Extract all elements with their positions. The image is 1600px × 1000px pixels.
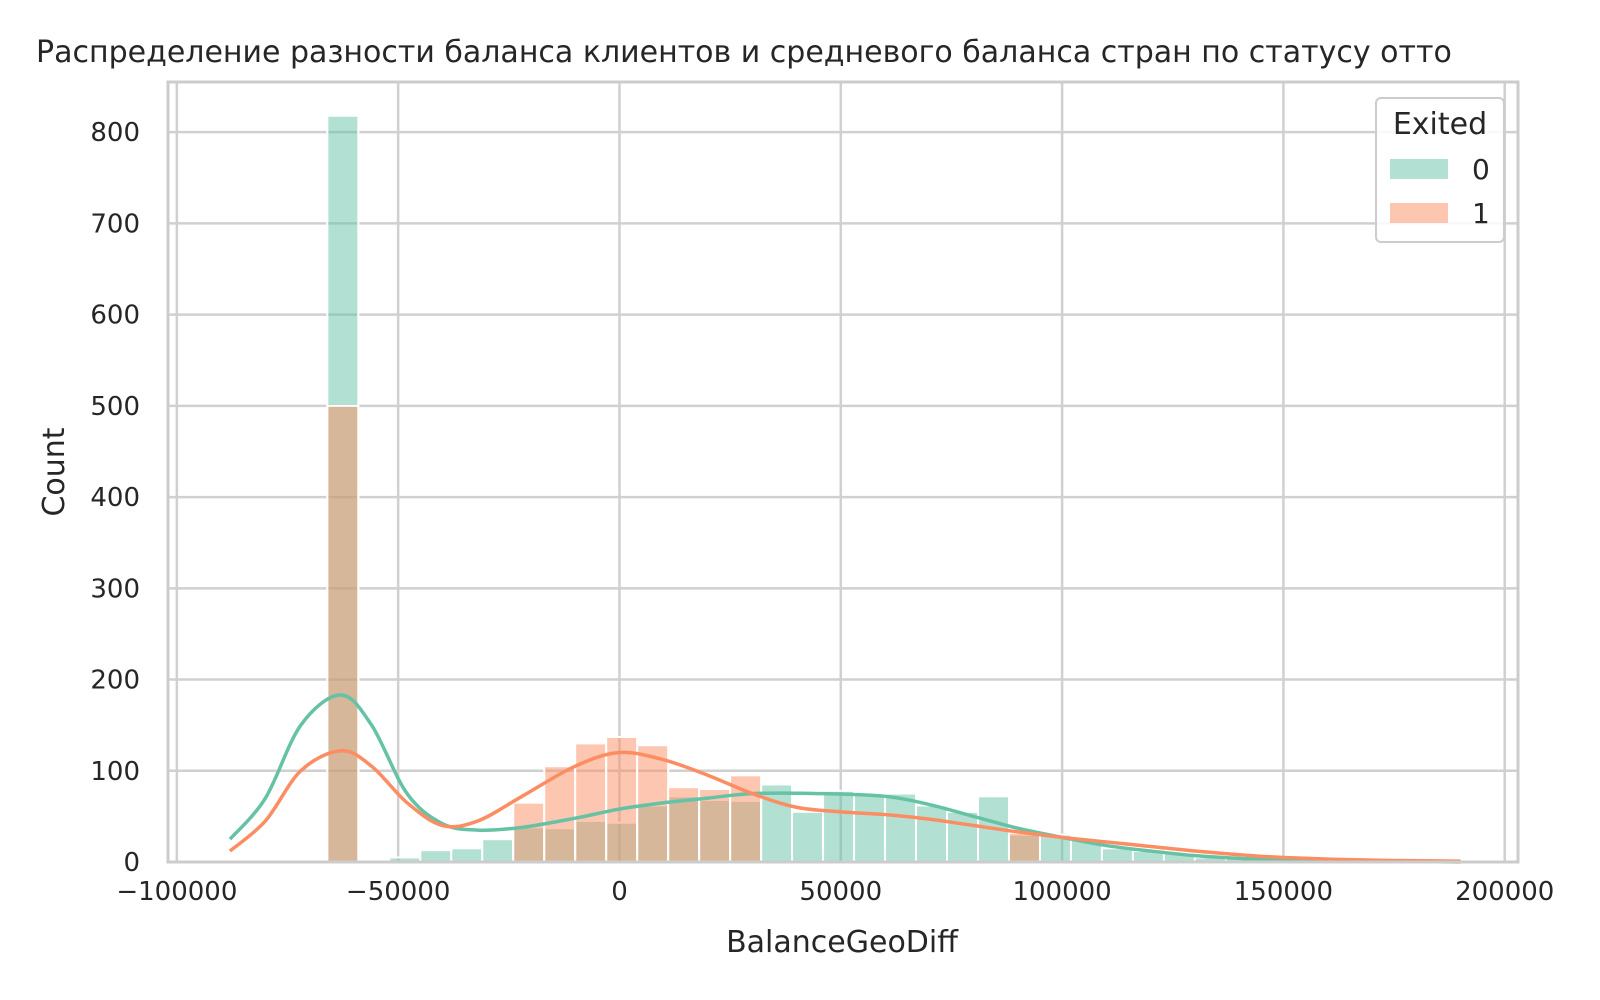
series-1-bars bbox=[326, 404, 1041, 864]
legend: Exited 0 1 bbox=[1375, 97, 1505, 243]
y-tick-label-2: 200 bbox=[90, 666, 140, 696]
x-tick-label-6: 200000 bbox=[1455, 877, 1554, 907]
series-1-bar-9 bbox=[605, 736, 639, 863]
series-0-bar-3 bbox=[419, 849, 453, 864]
series-0-bar-20 bbox=[946, 810, 980, 864]
kde-curves bbox=[228, 693, 1461, 864]
y-tick-label-8: 800 bbox=[90, 118, 140, 148]
series-1-bar-22 bbox=[1007, 831, 1041, 863]
legend-swatch-1 bbox=[1390, 203, 1448, 223]
series-0-bar-15 bbox=[791, 810, 825, 864]
x-tick-label-2: 0 bbox=[611, 877, 628, 907]
y-tick-label-1: 100 bbox=[90, 757, 140, 787]
y-tick-label-7: 700 bbox=[90, 209, 140, 239]
y-tick-label-0: 0 bbox=[123, 848, 140, 878]
legend-swatch-0 bbox=[1390, 159, 1448, 179]
legend-label-1: 1 bbox=[1472, 197, 1490, 230]
legend-label-0: 0 bbox=[1472, 153, 1490, 186]
series-0-bar-5 bbox=[481, 838, 515, 864]
x-tick-label-0: −100000 bbox=[116, 877, 237, 907]
x-tick-label-3: 50000 bbox=[799, 877, 882, 907]
series-1-bar-6 bbox=[512, 801, 546, 864]
kde-line-1 bbox=[228, 748, 1461, 863]
series-0-bar-14 bbox=[760, 783, 794, 863]
series-0-bars bbox=[326, 114, 1444, 864]
series-1-bar-0 bbox=[326, 404, 360, 863]
series-0-bar-19 bbox=[915, 804, 949, 864]
y-tick-label-5: 500 bbox=[90, 392, 140, 422]
series-0-bar-17 bbox=[853, 792, 887, 863]
y-tick-label-3: 300 bbox=[90, 574, 140, 604]
y-axis-label: Count bbox=[37, 427, 72, 516]
series-0-bar-25 bbox=[1100, 847, 1134, 864]
plot-frame bbox=[166, 80, 1520, 864]
y-tick-label-4: 400 bbox=[90, 483, 140, 513]
y-tick-labels: 0 100 200 300 400 500 600 700 800 bbox=[90, 118, 140, 878]
x-tick-label-4: 100000 bbox=[1012, 877, 1111, 907]
x-tick-labels: −100000 −50000 0 50000 100000 150000 200000 bbox=[116, 877, 1554, 907]
legend-title: Exited bbox=[1393, 107, 1487, 142]
chart-title: Распределение разности баланса клиентов … bbox=[36, 35, 1452, 70]
y-tick-label-6: 600 bbox=[90, 301, 140, 331]
x-tick-label-1: −50000 bbox=[346, 877, 451, 907]
x-tick-label-5: 150000 bbox=[1234, 877, 1333, 907]
series-0-bar-18 bbox=[884, 792, 918, 863]
series-0-bar-16 bbox=[822, 789, 856, 863]
x-axis-label: BalanceGeoDiff bbox=[726, 925, 959, 960]
series-0-bar-4 bbox=[450, 847, 484, 864]
grid-lines bbox=[168, 82, 1518, 864]
